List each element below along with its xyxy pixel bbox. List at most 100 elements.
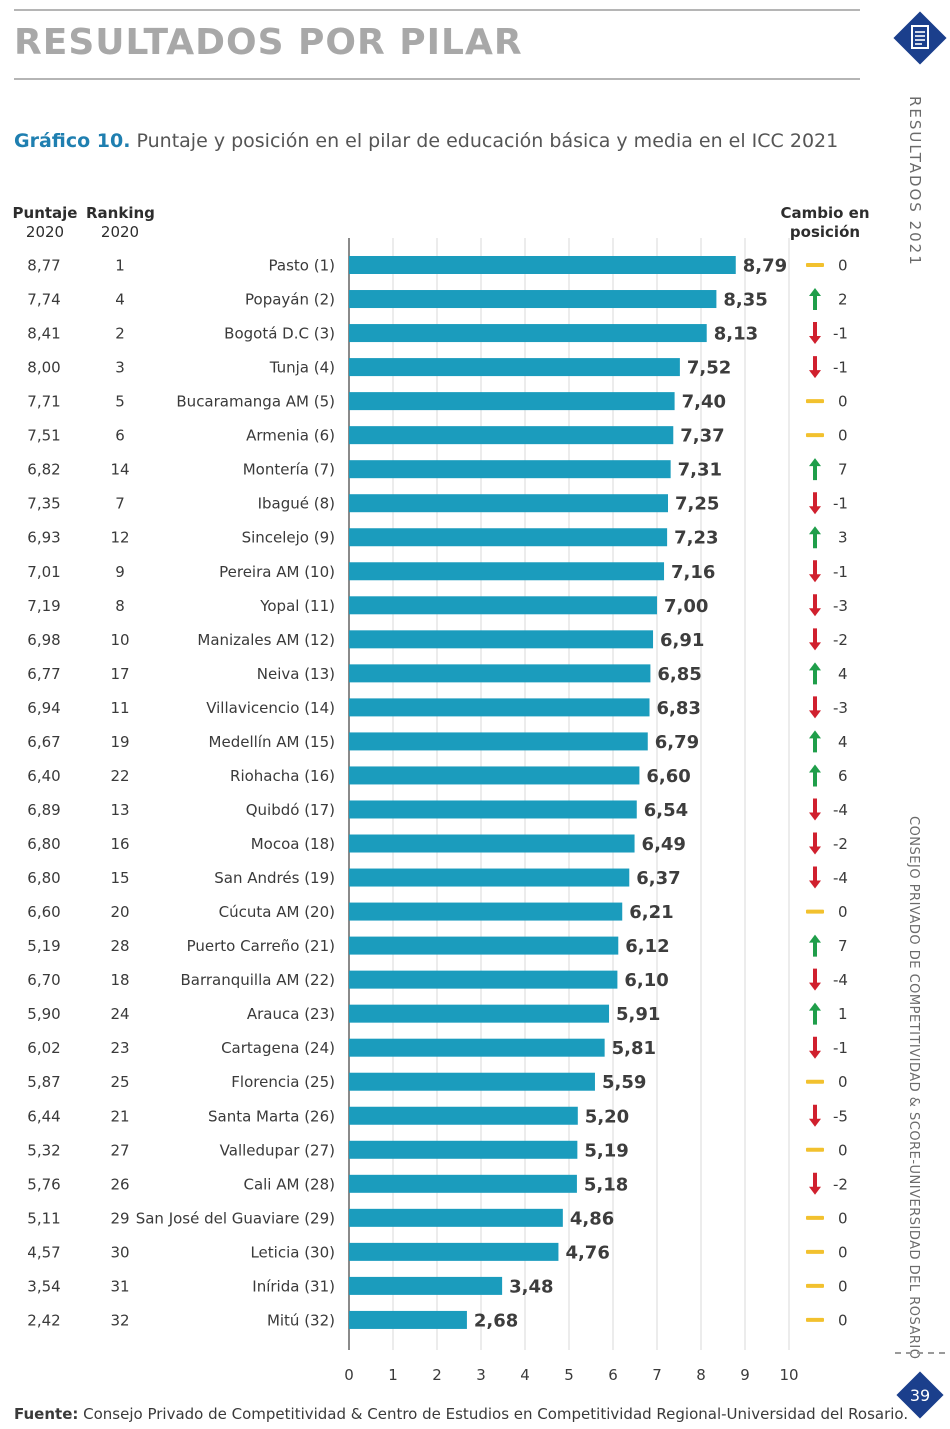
down-arrow-icon [809,696,821,719]
position-change-cell: 0 [838,1209,848,1227]
rank-2020-cell: 15 [110,869,129,887]
bar [349,1208,563,1227]
rank-2020-cell: 29 [110,1209,129,1227]
down-arrow-icon [809,356,821,379]
position-change-cell: -5 [833,1107,848,1125]
rank-2020-cell: 13 [110,801,129,819]
position-change-cell: -2 [833,835,848,853]
score-2020-cell: 6,94 [27,699,60,717]
side-title: RESULTADOS 2021 [906,96,924,267]
up-arrow-icon [809,526,821,549]
city-label: San Andrés (19) [214,869,335,887]
position-change-cell: -1 [833,563,848,581]
score-2020-cell: 8,00 [27,359,60,377]
bar [349,596,657,615]
score-2020-cell: 6,80 [27,869,60,887]
bar [349,358,680,377]
score-2020-cell: 7,74 [27,291,60,309]
x-tick-label: 5 [564,1366,574,1384]
side-organization: CONSEJO PRIVADO DE COMPETITIVIDAD & SCOR… [906,816,921,1360]
bar [349,834,635,853]
rank-2020-cell: 26 [110,1175,129,1193]
source-label: Fuente: [14,1405,79,1423]
position-change-cell: -3 [833,597,848,615]
score-2020-cell: 6,40 [27,767,60,785]
rank-2020-cell: 2 [115,325,125,343]
city-label: Cúcuta AM (20) [219,903,335,921]
score-2020-cell: 5,19 [27,937,60,955]
city-label: Tunja (4) [269,359,335,377]
position-change-cell: 0 [838,1141,848,1159]
position-change-cell: 2 [838,291,848,309]
bar [349,800,637,819]
score-2020-cell: 6,02 [27,1039,60,1057]
bar [349,426,674,445]
source-note: Fuente: Consejo Privado de Competitivida… [14,1405,908,1423]
bar [349,664,651,683]
rank-2020-cell: 7 [115,495,125,513]
rank-2020-cell: 4 [115,291,125,309]
rank-2020-cell: 6 [115,427,125,445]
bar-value-label: 4,86 [570,1208,614,1229]
rank-2020-cell: 30 [110,1243,129,1261]
down-arrow-icon [809,322,821,345]
city-label: Montería (7) [243,461,335,479]
bar [349,528,668,547]
position-change-cell: 0 [838,1311,848,1329]
no-change-marker [806,433,824,438]
bar-value-label: 7,40 [682,392,726,413]
score-2020-cell: 6,44 [27,1107,60,1125]
city-label: Bucaramanga AM (5) [176,393,335,411]
bar [349,256,736,274]
header-score-2020-line2: 2020 [25,223,65,241]
rank-2020-cell: 17 [110,665,129,683]
x-tick-label: 7 [652,1366,662,1384]
city-label: Manizales AM (12) [197,631,335,649]
no-change-marker [806,909,824,914]
bar-value-label: 5,59 [602,1072,646,1093]
city-label: Armenia (6) [246,427,335,445]
bar [349,698,650,717]
score-2020-cell: 8,41 [27,325,60,343]
x-tick-label: 9 [740,1366,750,1384]
bar [349,1106,578,1125]
x-tick-label: 10 [779,1366,798,1384]
position-change-cell: 0 [838,903,848,921]
bar-value-label: 7,52 [687,358,731,379]
bar-value-label: 5,18 [584,1174,628,1195]
top-rule [14,9,860,11]
x-tick-label: 4 [520,1366,530,1384]
up-arrow-icon [809,764,821,787]
city-label: Ibagué (8) [258,495,335,513]
score-2020-cell: 4,57 [27,1243,60,1261]
score-2020-cell: 6,82 [27,461,60,479]
bar-value-label: 2,68 [474,1310,518,1331]
bar-value-label: 5,19 [584,1140,628,1161]
score-2020-cell: 6,67 [27,733,60,751]
bar-value-label: 8,13 [714,324,758,345]
bar-value-label: 6,21 [629,902,673,923]
bar [349,324,707,343]
city-label: San José del Guaviare (29) [136,1209,335,1227]
position-change-cell: 6 [838,767,848,785]
score-2020-cell: 6,93 [27,529,60,547]
city-label: Popayán (2) [245,291,335,309]
position-change-cell: -4 [833,971,848,989]
x-tick-label: 6 [608,1366,618,1384]
city-label: Riohacha (16) [230,767,335,785]
city-label: Mitú (32) [267,1311,335,1329]
chart-caption: Gráfico 10. Puntaje y posición en el pil… [14,130,838,152]
rank-2020-cell: 25 [110,1073,129,1091]
score-2020-cell: 7,71 [27,393,60,411]
bar [349,392,675,411]
no-change-marker [806,263,824,267]
bar-value-label: 8,79 [743,256,787,277]
position-change-cell: 0 [838,1243,848,1261]
position-change-cell: -4 [833,801,848,819]
rank-2020-cell: 9 [115,563,125,581]
bar-value-label: 6,60 [646,766,690,787]
score-2020-cell: 5,87 [27,1073,60,1091]
city-label: Leticia (30) [250,1243,335,1261]
city-label: Barranquilla AM (22) [180,971,335,989]
bar-value-label: 5,20 [585,1106,629,1127]
